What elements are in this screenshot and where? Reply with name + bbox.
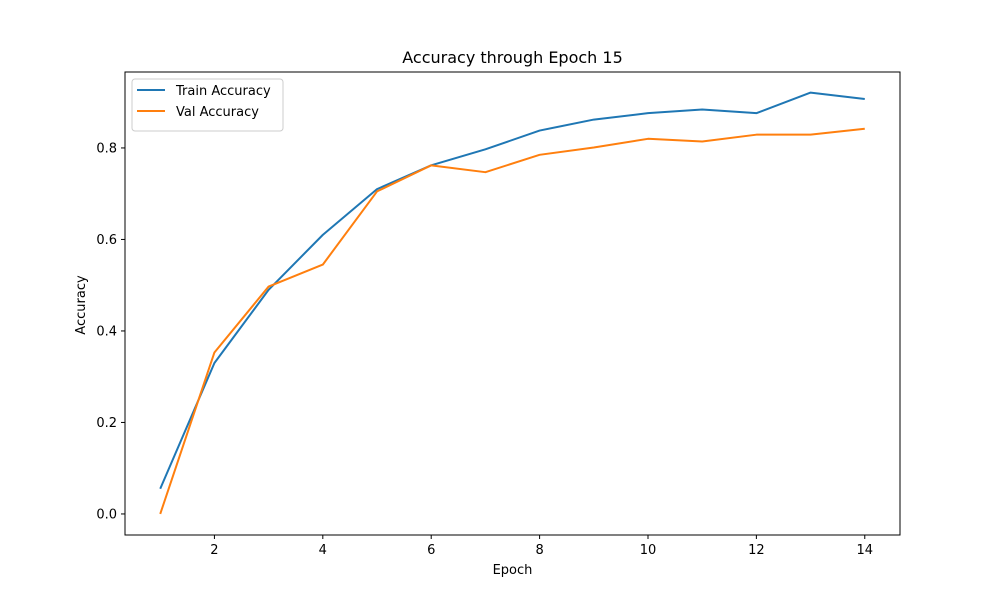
series-line-0 [159,91,865,490]
y-tick-label-2: 0.4 [96,324,117,339]
axes-frame [124,71,901,536]
y-tick-label-4: 0.8 [96,141,117,156]
x-tick-label-5: 12 [748,543,765,558]
x-tick-label-6: 14 [856,543,873,558]
axes: 2 4 6 8 10 12 14 0.0 0.2 0.4 0.6 0.8 [96,71,901,558]
plot-area [159,91,865,515]
legend-box [131,78,284,132]
y-tick-label-3: 0.6 [96,233,117,248]
x-tick-label-3: 8 [535,543,543,558]
x-tick-label-2: 6 [427,543,435,558]
x-tick-label-0: 2 [210,543,218,558]
legend: Train Accuracy Val Accuracy [131,78,284,132]
y-tick-label-0: 0.0 [96,507,117,522]
y-axis-title: Accuracy [74,275,89,335]
legend-label-0: Train Accuracy [175,84,271,99]
x-tick-label-4: 10 [640,543,657,558]
legend-label-1: Val Accuracy [176,105,259,120]
y-tick-label-1: 0.2 [96,416,117,431]
chart-title: Accuracy through Epoch 15 [402,48,623,67]
series-line-1 [159,127,865,515]
x-axis-title: Epoch [493,563,533,578]
x-tick-label-1: 4 [319,543,327,558]
